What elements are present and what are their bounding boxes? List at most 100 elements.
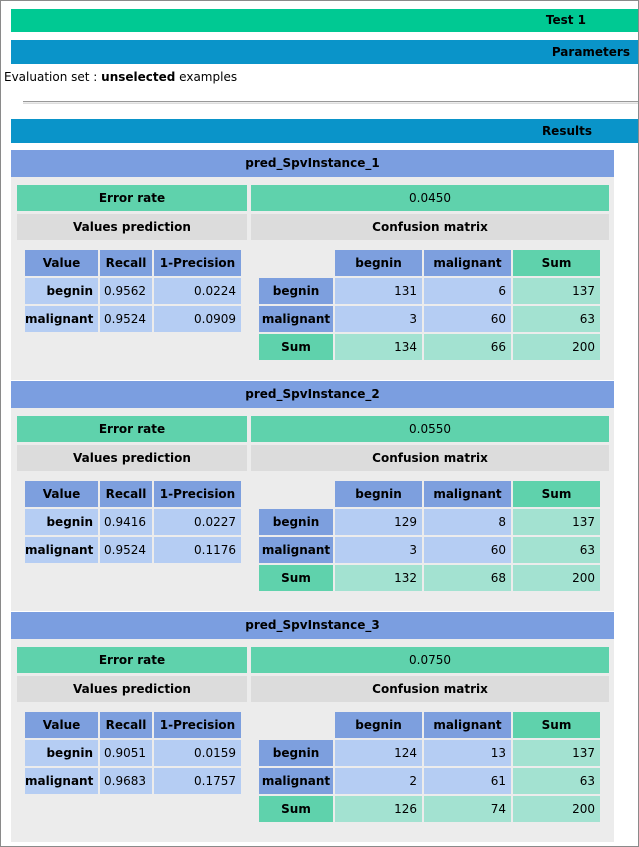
precision-value: 0.0909 <box>154 306 241 332</box>
test-title: Test 1 <box>545 13 586 27</box>
column-header-recall: Recall <box>100 250 152 276</box>
error-rate-value: 0.0750 <box>251 647 609 673</box>
results-label: Results <box>541 124 592 138</box>
recall-value: 0.9524 <box>100 537 152 563</box>
precision-value: 0.1757 <box>154 768 241 794</box>
matrix-cell: 3 <box>335 537 422 563</box>
column-header-1-precision: 1-Precision <box>154 712 241 738</box>
values-prediction-heading: Values prediction <box>17 214 247 240</box>
block-title: pred_SpvInstance_2 <box>11 381 614 408</box>
precision-value: 0.0224 <box>154 278 241 304</box>
results-area: pred_SpvInstance_1 Error rate 0.0450 Values… <box>11 144 614 842</box>
matrix-column-header: begnin <box>335 250 422 276</box>
confusion-matrix-heading: Confusion matrix <box>251 214 609 240</box>
error-rate-label: Error rate <box>17 416 247 442</box>
matrix-cell: 74 <box>424 796 511 822</box>
matrix-cell: 137 <box>513 278 600 304</box>
precision-value: 0.0159 <box>154 740 241 766</box>
matrix-cell: 68 <box>424 565 511 591</box>
matrix-row-header: begnin <box>259 509 333 535</box>
matrix-column-header: Sum <box>513 250 600 276</box>
matrix-cell: 63 <box>513 306 600 332</box>
matrix-cell: 132 <box>335 565 422 591</box>
matrix-column-header: malignant <box>424 481 511 507</box>
block-body: Error rate 0.0550 Values prediction Confusi… <box>11 408 614 611</box>
prediction-value-label: begnin <box>25 278 98 304</box>
values-prediction-heading: Values prediction <box>17 676 247 702</box>
matrix-column-header: begnin <box>335 712 422 738</box>
column-header-1-precision: 1-Precision <box>154 250 241 276</box>
error-rate-label: Error rate <box>17 185 247 211</box>
evaluation-suffix: examples <box>175 70 238 84</box>
column-header-recall: Recall <box>100 712 152 738</box>
result-block: pred_SpvInstance_1 Error rate 0.0450 Values… <box>11 150 614 380</box>
block-body: Error rate 0.0450 Values prediction Confusi… <box>11 177 614 380</box>
column-header-value: Value <box>25 481 98 507</box>
matrix-cell: 63 <box>513 537 600 563</box>
divider <box>23 101 638 104</box>
recall-value: 0.9051 <box>100 740 152 766</box>
evaluation-emphasis: unselected <box>101 70 176 84</box>
confusion-matrix-heading: Confusion matrix <box>251 676 609 702</box>
matrix-cell: 2 <box>335 768 422 794</box>
matrix-cell: 200 <box>513 565 600 591</box>
matrix-cell: 137 <box>513 740 600 766</box>
block-title: pred_SpvInstance_1 <box>11 150 614 177</box>
matrix-cell: 200 <box>513 796 600 822</box>
recall-value: 0.9524 <box>100 306 152 332</box>
recall-value: 0.9683 <box>100 768 152 794</box>
matrix-cell: 66 <box>424 334 511 360</box>
matrix-row-header: Sum <box>259 565 333 591</box>
precision-value: 0.0227 <box>154 509 241 535</box>
column-header-1-precision: 1-Precision <box>154 481 241 507</box>
matrix-row-header: begnin <box>259 278 333 304</box>
prediction-value-label: begnin <box>25 740 98 766</box>
parameters-label: Parameters <box>551 45 630 59</box>
matrix-cell: 13 <box>424 740 511 766</box>
result-block: pred_SpvInstance_3 Error rate 0.0750 Values… <box>11 612 614 842</box>
column-header-value: Value <box>25 250 98 276</box>
matrix-cell: 63 <box>513 768 600 794</box>
matrix-cell: 124 <box>335 740 422 766</box>
results-bar[interactable]: Results <box>11 119 638 143</box>
prediction-value-label: malignant <box>25 306 98 332</box>
matrix-cell: 60 <box>424 306 511 332</box>
matrix-column-header: Sum <box>513 712 600 738</box>
matrix-cell: 131 <box>335 278 422 304</box>
values-prediction-heading: Values prediction <box>17 445 247 471</box>
evaluation-set-line: Evaluation set : unselected examples <box>4 69 237 85</box>
matrix-cell: 3 <box>335 306 422 332</box>
matrix-row-header: Sum <box>259 796 333 822</box>
result-block: pred_SpvInstance_2 Error rate 0.0550 Values… <box>11 381 614 611</box>
column-header-recall: Recall <box>100 481 152 507</box>
error-rate-label: Error rate <box>17 647 247 673</box>
matrix-cell: 61 <box>424 768 511 794</box>
prediction-value-label: malignant <box>25 768 98 794</box>
matrix-cell: 6 <box>424 278 511 304</box>
matrix-row-header: malignant <box>259 768 333 794</box>
matrix-row-header: Sum <box>259 334 333 360</box>
matrix-column-header: Sum <box>513 481 600 507</box>
block-body: Error rate 0.0750 Values prediction Confusi… <box>11 639 614 842</box>
prediction-value-label: begnin <box>25 509 98 535</box>
confusion-matrix-heading: Confusion matrix <box>251 445 609 471</box>
matrix-column-header: begnin <box>335 481 422 507</box>
recall-value: 0.9562 <box>100 278 152 304</box>
matrix-column-header: malignant <box>424 712 511 738</box>
parameters-bar[interactable]: Parameters <box>11 40 638 64</box>
prediction-value-label: malignant <box>25 537 98 563</box>
column-header-value: Value <box>25 712 98 738</box>
matrix-row-header: begnin <box>259 740 333 766</box>
matrix-cell: 129 <box>335 509 422 535</box>
block-title: pred_SpvInstance_3 <box>11 612 614 639</box>
matrix-cell: 8 <box>424 509 511 535</box>
matrix-cell: 60 <box>424 537 511 563</box>
evaluation-prefix: Evaluation set : <box>4 70 102 84</box>
matrix-row-header: malignant <box>259 537 333 563</box>
matrix-column-header: malignant <box>424 250 511 276</box>
error-rate-value: 0.0450 <box>251 185 609 211</box>
matrix-cell: 126 <box>335 796 422 822</box>
matrix-cell: 137 <box>513 509 600 535</box>
test-title-bar: Test 1 <box>11 9 638 32</box>
